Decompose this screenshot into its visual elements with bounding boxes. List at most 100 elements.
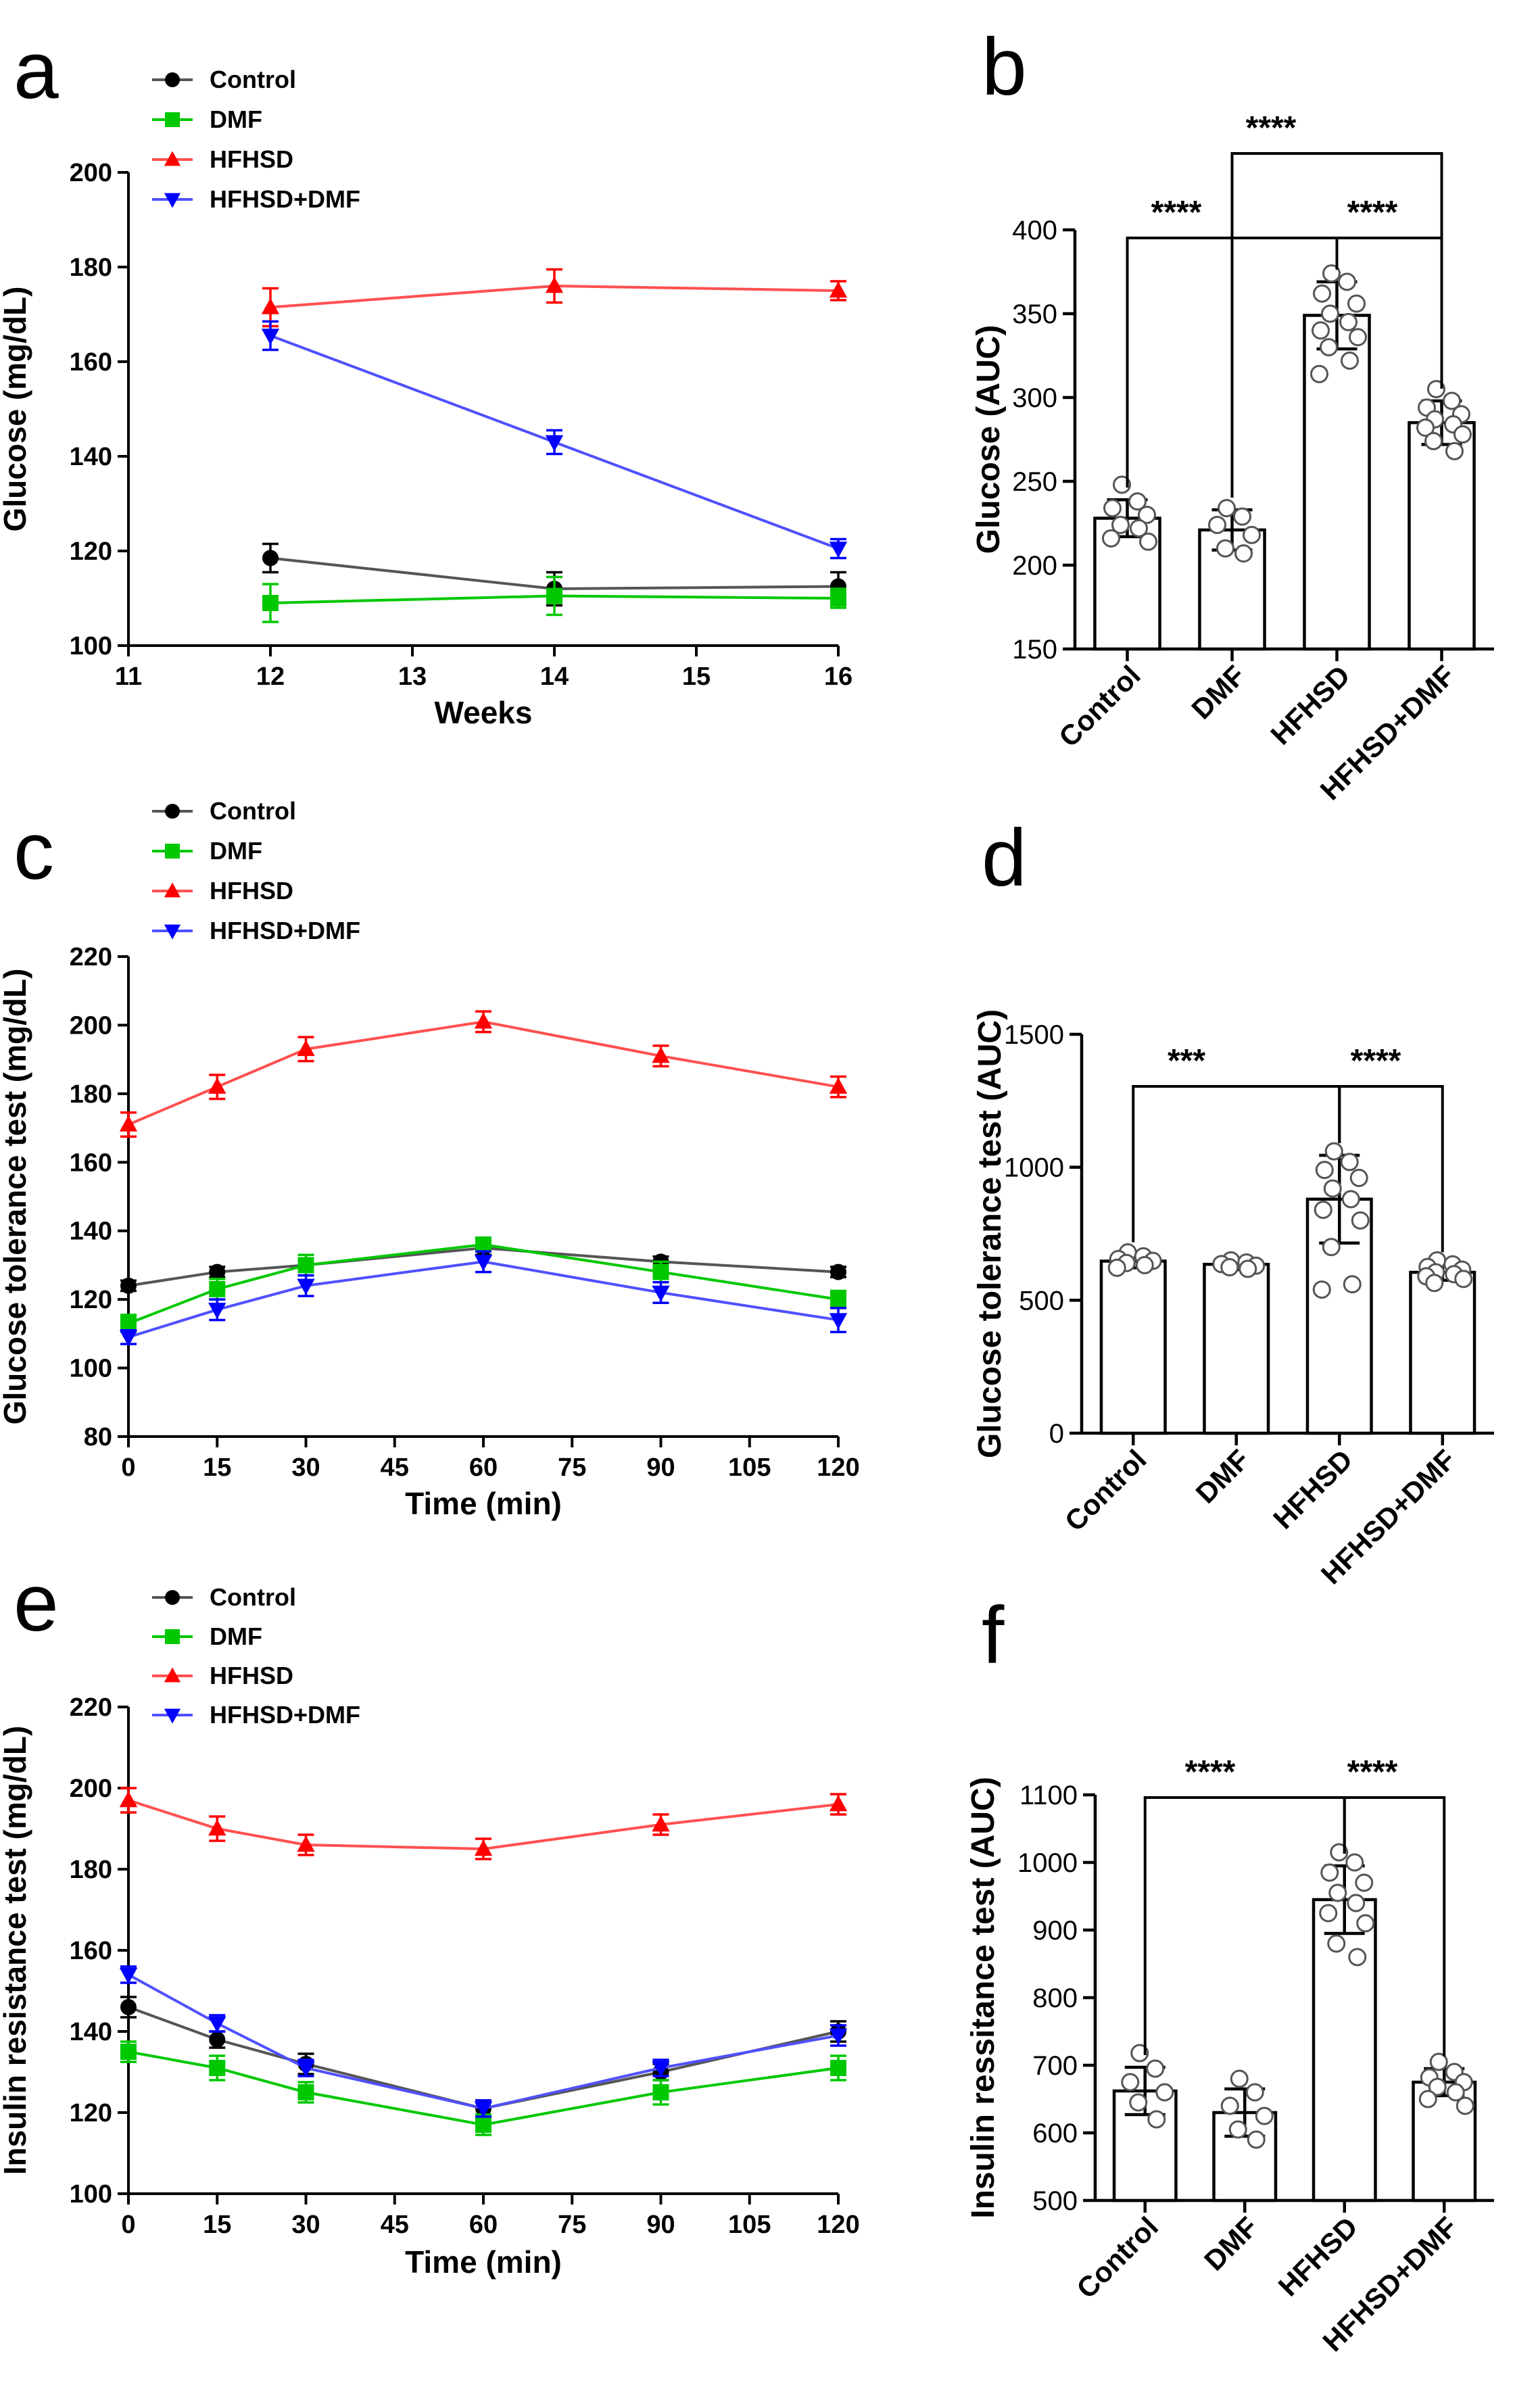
bar bbox=[1409, 1270, 1476, 1435]
bar-group-hfhsd bbox=[1303, 264, 1371, 651]
x-tick-label: 30 bbox=[291, 2211, 320, 2239]
significance-label: **** bbox=[1347, 1754, 1398, 1790]
y-tick-label: 1000 bbox=[1017, 1848, 1078, 1878]
x-tick-label: 12 bbox=[256, 663, 285, 691]
data-point bbox=[1102, 529, 1120, 548]
bar-group-control bbox=[1112, 2044, 1178, 2202]
x-tick-label: DMF bbox=[1190, 1443, 1256, 1510]
data-point bbox=[1245, 2083, 1264, 2102]
data-point bbox=[119, 1791, 138, 1808]
data-point bbox=[1429, 2052, 1448, 2071]
data-point bbox=[652, 1046, 670, 1063]
x-tick-label: 45 bbox=[381, 1453, 409, 1482]
legend-marker bbox=[164, 1708, 181, 1724]
data-point bbox=[120, 1277, 137, 1294]
data-point bbox=[830, 2060, 846, 2076]
data-point bbox=[119, 1115, 138, 1132]
data-point bbox=[1107, 1258, 1126, 1277]
series-hfhsd bbox=[119, 1010, 848, 1138]
y-tick-label: 180 bbox=[70, 254, 112, 282]
data-point bbox=[1416, 418, 1435, 437]
bracket-line bbox=[1338, 1085, 1444, 1253]
series-hfhsd bbox=[261, 268, 848, 328]
panel-c: c 80 100 120 140 160 180 200 220 0 15 30 45 60 75 90 105… bbox=[0, 797, 860, 1521]
y-tick-label: 300 bbox=[1012, 383, 1057, 413]
legend-label: Control bbox=[210, 1583, 296, 1611]
data-point bbox=[1314, 1201, 1332, 1220]
x-tick-label: 45 bbox=[381, 2211, 409, 2239]
data-point bbox=[652, 1263, 669, 1280]
x-tick-label: 14 bbox=[540, 663, 569, 691]
x-tick-label: 120 bbox=[817, 1453, 859, 1482]
y-tick-label: 400 bbox=[1012, 216, 1057, 245]
x-tick-label: 16 bbox=[824, 663, 852, 691]
y-tick-label: 100 bbox=[70, 1355, 112, 1383]
data-point bbox=[208, 1077, 226, 1094]
series-line bbox=[128, 1243, 839, 1325]
legend-label: HFHSD bbox=[210, 145, 293, 173]
data-point bbox=[120, 2044, 137, 2060]
y-tick-label: 140 bbox=[70, 2018, 112, 2046]
data-point bbox=[1313, 284, 1331, 303]
data-point bbox=[1239, 1259, 1257, 1278]
bar bbox=[1303, 314, 1371, 651]
data-point bbox=[1247, 2130, 1266, 2149]
data-point bbox=[475, 2117, 491, 2133]
data-point bbox=[1319, 1904, 1338, 1923]
y-axis-label: Insulin resistance test (mg/dL) bbox=[0, 1726, 32, 2175]
x-tick-label: 0 bbox=[121, 1453, 135, 1482]
legend-label: Control bbox=[210, 66, 296, 93]
data-point bbox=[1418, 2090, 1437, 2109]
data-point bbox=[1347, 294, 1366, 313]
significance-label: **** bbox=[1347, 195, 1398, 231]
significance-label: *** bbox=[1168, 1043, 1205, 1079]
data-point bbox=[1139, 532, 1157, 551]
data-point bbox=[830, 590, 846, 606]
y-tick-label: 180 bbox=[70, 1856, 112, 1884]
data-point bbox=[1322, 1238, 1341, 1257]
legend-marker bbox=[164, 924, 181, 940]
data-point bbox=[1425, 1274, 1444, 1293]
bar-group-hfhsd-dmf bbox=[1412, 2052, 1477, 2202]
data-point bbox=[1216, 539, 1234, 558]
data-point bbox=[1138, 506, 1156, 525]
data-point bbox=[1340, 1153, 1359, 1172]
data-point bbox=[1349, 328, 1367, 347]
data-point bbox=[1323, 1179, 1342, 1198]
data-point bbox=[652, 2061, 670, 2077]
data-point bbox=[1111, 515, 1130, 534]
y-tick-label: 200 bbox=[70, 159, 112, 187]
data-point bbox=[830, 1291, 846, 1308]
x-tick-label: 15 bbox=[203, 2211, 231, 2239]
data-point bbox=[297, 1040, 315, 1057]
data-point bbox=[1147, 2110, 1166, 2129]
data-point bbox=[1218, 499, 1236, 518]
data-point bbox=[297, 1257, 314, 1274]
data-point bbox=[1446, 2083, 1465, 2102]
data-point bbox=[1321, 304, 1339, 323]
data-point bbox=[1445, 441, 1464, 460]
legend-marker bbox=[165, 844, 180, 859]
x-tick-label: 30 bbox=[291, 1453, 320, 1482]
bar-group-control bbox=[1099, 1243, 1167, 1435]
data-point bbox=[474, 1255, 493, 1272]
y-tick-label: 200 bbox=[1012, 551, 1057, 581]
bar bbox=[1203, 1262, 1270, 1435]
x-tick-label: 90 bbox=[646, 2211, 675, 2239]
data-point bbox=[1355, 1873, 1374, 1892]
panel-a: a 100 120 140 160 180 200 11 12 13 14 15 16 Weeks Gluc… bbox=[0, 25, 852, 730]
y-tick-label: 500 bbox=[1032, 2186, 1078, 2216]
legend-marker bbox=[165, 72, 180, 87]
data-point bbox=[1338, 272, 1356, 291]
data-point bbox=[1424, 431, 1443, 450]
series-line bbox=[128, 1973, 839, 2111]
y-tick-label: 500 bbox=[1019, 1286, 1064, 1316]
data-point bbox=[1312, 1280, 1331, 1299]
data-point bbox=[545, 435, 564, 452]
data-point bbox=[829, 1077, 848, 1094]
x-tick-label: 105 bbox=[728, 2211, 771, 2239]
y-tick-label: 100 bbox=[70, 632, 112, 660]
y-tick-label: 140 bbox=[70, 443, 112, 471]
data-point bbox=[1128, 492, 1147, 511]
